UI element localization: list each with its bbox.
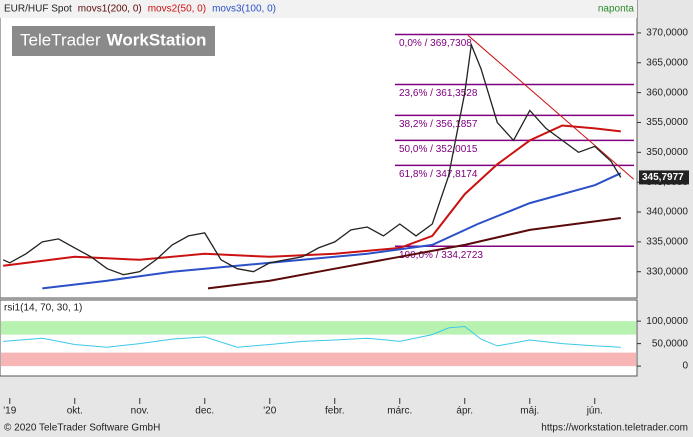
chart-title: EUR/HUF Spot [4,4,72,15]
rsi-line [3,325,621,348]
y-tick-label: 335,0000 [646,237,688,248]
header-bar [0,0,637,18]
band [1,321,636,335]
y-tick-label: 360,0000 [646,87,688,98]
watermark: WorkStation [107,30,207,49]
trendline [467,34,635,180]
y-tick-label: 355,0000 [646,117,688,128]
fib-label: 50,0% / 352,0015 [399,144,478,155]
watermark: TeleTrader [20,30,101,49]
copyright: © 2020 TeleTrader Software GmbH [4,423,160,434]
moving-average [207,217,621,290]
last-price-box [639,170,689,185]
legend-entry: movs1(200, 0) [78,4,142,15]
y-tick-label: 100,0000 [646,316,688,327]
fib-label: 38,2% / 356,1857 [399,119,478,130]
legend-entry: movs2(50, 0) [148,4,206,15]
moving-average [42,172,622,290]
y-tick-label: 370,0000 [646,28,688,39]
y-tick-label: 365,0000 [646,57,688,68]
fib-label: 0,0% / 369,7308 [399,38,472,49]
x-tick-label: '20 [263,406,276,417]
y-tick-label: 50,0000 [652,338,689,349]
period: naponta [598,4,635,15]
x-tick-label: febr. [325,406,344,417]
x-tick-label: ápr. [456,406,473,417]
x-tick-label: jún. [586,406,603,417]
x-tick-label: dec. [195,406,214,417]
x-tick-label: máj. [520,406,539,417]
y-tick-label: 340,0000 [646,207,688,218]
y-tick-label: 330,0000 [646,266,688,277]
fib-label: 61,8% / 347,8174 [399,169,478,180]
rsi-title: rsi1(14, 70, 30, 1) [4,303,82,314]
x-tick-label: '19 [3,406,16,417]
x-tick-label: nov. [131,406,149,417]
last-price-label: 345,7977 [642,172,684,183]
watermark-box [12,26,215,56]
y-tick-label: 0 [682,361,688,372]
legend-entry: movs3(100, 0) [212,4,276,15]
x-tick-label: márc. [387,406,412,417]
fib-label: 23,6% / 361,3528 [399,88,478,99]
price-line [2,42,622,276]
fib-label: 100,0% / 334,2723 [399,250,483,261]
band [1,352,636,367]
moving-average [3,124,621,267]
y-tick-label: 350,0000 [646,147,688,158]
x-tick-label: okt. [67,406,83,417]
url: https://workstation.teletrader.com [541,423,688,434]
